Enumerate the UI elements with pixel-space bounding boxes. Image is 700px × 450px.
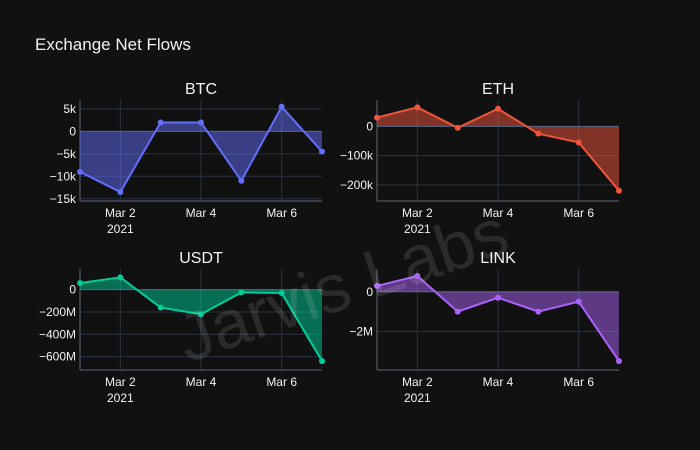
usdt-data-point[interactable] bbox=[198, 311, 204, 318]
eth-subplot-title: ETH bbox=[482, 81, 514, 98]
btc-data-point[interactable] bbox=[238, 177, 245, 184]
btc-data-point[interactable] bbox=[198, 119, 204, 126]
eth-data-point[interactable] bbox=[535, 130, 542, 137]
usdt-data-point[interactable] bbox=[157, 304, 164, 311]
btc-y-tick-label: −5k bbox=[56, 147, 77, 161]
usdt-data-point[interactable] bbox=[238, 289, 245, 296]
usdt-x-tick-label: Mar 6 bbox=[266, 375, 297, 389]
eth-data-point[interactable] bbox=[454, 124, 461, 131]
link-subplot: LINK 0 −2M Mar 2 2021 Mar 4 Mar 6 bbox=[349, 250, 622, 405]
eth-x-tick-label: 2021 bbox=[404, 222, 431, 236]
btc-x-tick-label: Mar 6 bbox=[266, 206, 297, 220]
eth-y-tick-label: 0 bbox=[366, 119, 373, 133]
link-subplot-title: LINK bbox=[480, 250, 516, 267]
link-data-point[interactable] bbox=[495, 294, 501, 301]
eth-data-point[interactable] bbox=[414, 104, 421, 111]
eth-subplot: ETH 0 −100k −200k Mar 2 2021 Mar 4 Mar 6 bbox=[340, 81, 622, 236]
btc-x-tick-label: 2021 bbox=[107, 222, 134, 236]
link-y-tick-label: 0 bbox=[366, 285, 373, 299]
link-data-point[interactable] bbox=[575, 298, 582, 305]
btc-y-tick-label: −10k bbox=[50, 169, 77, 183]
eth-data-point[interactable] bbox=[575, 139, 582, 146]
usdt-x-tick-label: 2021 bbox=[107, 391, 134, 405]
link-area-fill bbox=[377, 275, 619, 362]
btc-subplot: BTC 5k 0 −5k −10k −15k Mar 2 2021 Mar 4 Mar 6 bbox=[50, 81, 325, 236]
subplot-panels: BTC 5k 0 −5k −10k −15k Mar 2 2021 Mar 4 Mar 6 ETH 0… bbox=[39, 81, 622, 405]
usdt-y-tick-label: −600M bbox=[39, 350, 76, 364]
link-data-point[interactable] bbox=[374, 282, 380, 289]
eth-x-tick-label: Mar 4 bbox=[483, 206, 514, 220]
link-data-point[interactable] bbox=[535, 308, 542, 315]
usdt-y-tick-label: −400M bbox=[39, 327, 76, 341]
eth-data-point[interactable] bbox=[495, 105, 501, 112]
btc-subplot-title: BTC bbox=[185, 81, 217, 98]
usdt-x-tick-label: Mar 4 bbox=[186, 375, 217, 389]
eth-x-tick-label: Mar 2 bbox=[402, 206, 433, 220]
eth-x-tick-label: Mar 6 bbox=[563, 206, 594, 220]
btc-y-tick-label: 5k bbox=[63, 102, 77, 116]
usdt-data-point[interactable] bbox=[319, 358, 325, 365]
btc-data-point[interactable] bbox=[117, 189, 124, 196]
eth-data-point[interactable] bbox=[616, 187, 622, 194]
link-x-tick-label: 2021 bbox=[404, 391, 431, 405]
eth-y-tick-label: −100k bbox=[340, 149, 374, 163]
btc-y-tick-label: −15k bbox=[50, 192, 77, 206]
link-x-tick-label: Mar 6 bbox=[563, 375, 594, 389]
link-x-tick-label: Mar 4 bbox=[483, 375, 514, 389]
figure-title: Exchange Net Flows bbox=[35, 35, 191, 54]
link-data-point[interactable] bbox=[454, 308, 461, 315]
usdt-area-fill bbox=[80, 277, 322, 362]
eth-y-tick-label: −200k bbox=[340, 178, 374, 192]
link-data-point[interactable] bbox=[616, 358, 622, 365]
link-y-tick-label: −2M bbox=[349, 324, 373, 338]
usdt-y-tick-label: −200M bbox=[39, 305, 76, 319]
btc-data-point[interactable] bbox=[278, 103, 285, 110]
btc-y-tick-label: 0 bbox=[69, 124, 76, 138]
btc-data-point[interactable] bbox=[77, 168, 83, 175]
usdt-y-tick-label: 0 bbox=[69, 283, 76, 297]
btc-x-tick-label: Mar 4 bbox=[186, 206, 217, 220]
eth-data-point[interactable] bbox=[374, 114, 380, 121]
usdt-x-tick-label: Mar 2 bbox=[105, 375, 136, 389]
link-x-tick-label: Mar 2 bbox=[402, 375, 433, 389]
usdt-subplot-title: USDT bbox=[179, 250, 223, 267]
btc-data-point[interactable] bbox=[319, 148, 325, 155]
usdt-data-point[interactable] bbox=[117, 274, 124, 281]
link-data-point[interactable] bbox=[414, 272, 421, 279]
usdt-data-point[interactable] bbox=[278, 289, 285, 296]
usdt-subplot: USDT 0 −200M −400M −600M Mar 2 2021 Mar 4 Mar 6 bbox=[39, 250, 325, 405]
eth-area-fill bbox=[377, 107, 619, 191]
usdt-data-point[interactable] bbox=[77, 279, 83, 286]
btc-x-tick-label: Mar 2 bbox=[105, 206, 136, 220]
btc-data-point[interactable] bbox=[157, 119, 164, 126]
